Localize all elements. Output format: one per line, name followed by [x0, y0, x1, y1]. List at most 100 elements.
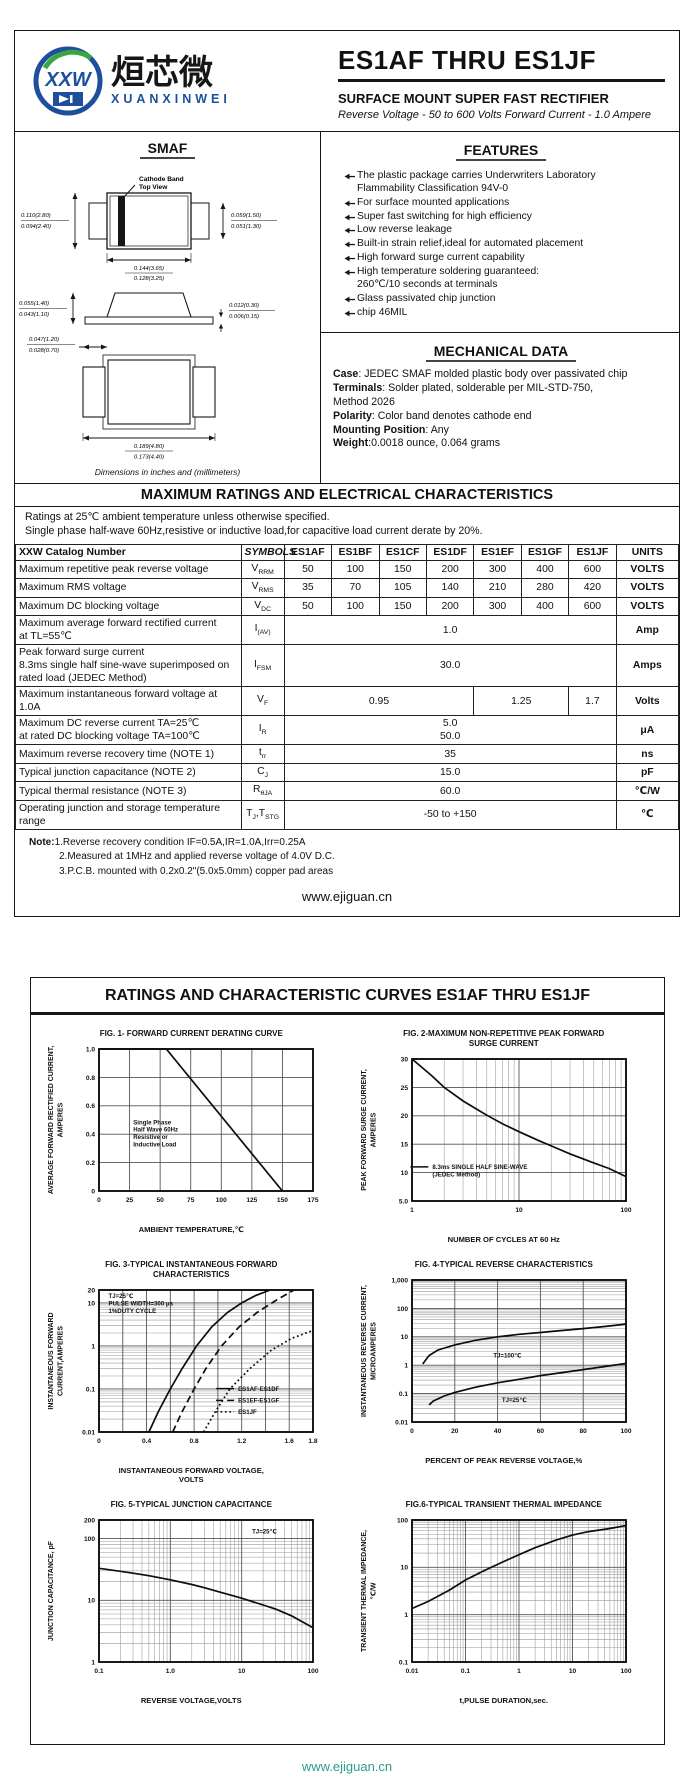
svg-text:10: 10 [88, 1301, 96, 1308]
feature-arrow-icon [344, 200, 355, 207]
svg-text:0.1: 0.1 [461, 1668, 470, 1675]
model-header: ES1CF [378, 543, 427, 561]
features-list: The plastic package carries Underwriters… [333, 169, 669, 320]
svg-text:0: 0 [97, 1197, 101, 1204]
svg-text:10: 10 [400, 1335, 408, 1342]
conditions-line-1: Ratings at 25℃ ambient temperature unles… [25, 511, 330, 523]
svg-text:10: 10 [400, 1565, 408, 1572]
mechanical-term: Weight [333, 437, 369, 450]
figure-3: FIG. 3-TYPICAL INSTANTANEOUS FORWARD CHA… [35, 1260, 348, 1484]
row-value: 400 [520, 559, 570, 580]
ratings-conditions: Ratings at 25℃ ambient temperature unles… [15, 507, 679, 544]
table-row: Maximum RMS voltage VRMS 35 70 105 140 210 280 4… [15, 578, 680, 598]
mechanical-line: Weight:0.0018 ounce, 0.064 grams [333, 437, 669, 451]
datasheet-page-2: RATINGS AND CHARACTERISTIC CURVES ES1AF … [30, 977, 665, 1746]
table-row: Maximum instantaneous forward voltage at… [15, 686, 680, 717]
svg-text:10: 10 [400, 1170, 408, 1177]
svg-text:0.059(1.50): 0.059(1.50) [231, 213, 261, 219]
fig3-title: FIG. 3-TYPICAL INSTANTANEOUS FORWARD CHA… [105, 1260, 278, 1280]
note-line: 3.P.C.B. mounted with 0.2x0.2"(5.0x5.0mm… [59, 865, 334, 877]
table-row: Maximum average forward rectified curren… [15, 615, 680, 646]
svg-text:75: 75 [187, 1197, 195, 1204]
mechanical-lines: Case: JEDEC SMAF molded plastic body ove… [333, 368, 669, 451]
row-symbol: VRMS [240, 578, 285, 598]
feature-arrow-icon [344, 228, 355, 234]
row-value: 100 [331, 559, 380, 580]
svg-text:1: 1 [404, 1363, 408, 1370]
svg-text:1,000: 1,000 [391, 1278, 408, 1285]
figure-4: FIG. 4-TYPICAL REVERSE CHARACTERISTICS 0 2… [348, 1260, 661, 1484]
svg-text:AMPERES: AMPERES [58, 1103, 65, 1138]
fig1-xlabel: AMBIENT TEMPERATURE,℃ [138, 1225, 244, 1235]
row-unit: VOLTS [615, 596, 680, 617]
svg-text:0.8: 0.8 [190, 1438, 199, 1445]
fig1-title: FIG. 1- FORWARD CURRENT DERATING CURVE [99, 1029, 283, 1039]
svg-text:0.173(4.40): 0.173(4.40) [134, 455, 164, 461]
fig3-annotation: ES1JF [238, 1410, 257, 1417]
svg-text:0.1: 0.1 [399, 1660, 408, 1667]
page-tagline: Reverse Voltage - 50 to 600 Volts Forwar… [338, 109, 652, 121]
svg-text:CURRENT,AMPERES: CURRENT,AMPERES [58, 1326, 65, 1396]
svg-text:20: 20 [88, 1288, 96, 1295]
row-value: 210 [473, 578, 522, 598]
row-label: Maximum reverse recovery time (NOTE 1) [15, 744, 242, 764]
fig4-plot: 0 20 40 60 80 100 0.01 0.1 1 10 100 1,000 INSTANTANE… [361, 1278, 632, 1436]
website-link[interactable]: www.ejiguan.cn [301, 889, 393, 905]
svg-text:1.6: 1.6 [285, 1438, 294, 1445]
row-symbol: IFSM [240, 644, 285, 688]
svg-text:0.01: 0.01 [82, 1430, 95, 1437]
svg-text:200: 200 [84, 1518, 95, 1525]
svg-text:0.01: 0.01 [405, 1668, 418, 1675]
svg-text:0.2: 0.2 [86, 1160, 95, 1167]
fig3-series-ES1EF-ES1GF [172, 1289, 295, 1433]
svg-text:AMPERES: AMPERES [370, 1113, 377, 1148]
svg-text:0.055(1.40): 0.055(1.40) [19, 301, 49, 307]
feature-arrow-icon [344, 296, 355, 303]
row-value: 50 [283, 596, 333, 617]
page-subtitle: SURFACE MOUNT SUPER FAST RECTIFIER [338, 91, 609, 106]
mechanical-value: : Any [425, 423, 449, 436]
row-value: 150 [378, 559, 427, 580]
row-value: -50 to +150 [283, 799, 617, 830]
feature-item: High forward surge current capability [343, 252, 669, 265]
charts-grid: FIG. 1- FORWARD CURRENT DERATING CURVE 0 2… [31, 1015, 664, 1715]
row-symbol: VF [240, 686, 285, 717]
fig3-series-ES1JF [203, 1330, 314, 1433]
table-header-row: XXW Catalog Number SYMBOLS ES1AF ES1BF ES1CF… [15, 543, 680, 561]
fig3-series-ES1AF-ES1DF [148, 1289, 271, 1433]
svg-text:1: 1 [92, 1660, 96, 1667]
cathode-band-callout: Cathode Band [139, 176, 184, 183]
figure-2: FIG. 2-MAXIMUM NON-REPETITIVE PEAK FORWA… [348, 1029, 661, 1244]
ratings-table: XXW Catalog Number SYMBOLS ES1AF ES1BF ES1CF… [15, 543, 680, 830]
feature-arrow-icon [344, 269, 355, 276]
feature-text: chip 46MIL [357, 306, 408, 318]
page1-content: SMAF Cathode Band Top View 0.110(2.80) 0… [15, 131, 679, 483]
mechanical-value: Method 2026 [333, 395, 395, 408]
svg-text:15: 15 [400, 1142, 408, 1149]
fig4-annotation: TJ=100℃ [493, 1353, 521, 1360]
website-link-page2[interactable]: www.ejiguan.cn [301, 1759, 393, 1775]
svg-text:1: 1 [92, 1344, 96, 1351]
fig2-annotation: (JEDEC Method) [432, 1172, 480, 1179]
mechanical-value: : Color band denotes cathode end [371, 409, 532, 422]
row-value: 140 [425, 578, 475, 598]
row-value: 200 [425, 596, 475, 617]
feature-text: Glass passivated chip junction [357, 292, 496, 304]
feature-item: The plastic package carries Underwriters… [343, 170, 669, 196]
row-symbol: CJ [240, 762, 285, 783]
row-value: 60.0 [283, 781, 617, 801]
svg-text:100: 100 [620, 1207, 631, 1214]
svg-text:1: 1 [404, 1612, 408, 1619]
feature-arrow-icon [344, 173, 355, 180]
feature-text: Super fast switching for high efficiency [357, 210, 532, 222]
mechanical-line: Terminals: Solder plated, solderable per… [333, 382, 669, 396]
svg-text:100: 100 [397, 1518, 408, 1525]
row-symbol: trr [240, 744, 285, 764]
svg-text:0.028(0.70): 0.028(0.70) [29, 348, 59, 354]
svg-text:25: 25 [400, 1085, 408, 1092]
svg-text:125: 125 [247, 1197, 258, 1204]
svg-text:0.110(2.80): 0.110(2.80) [21, 213, 51, 219]
row-label: Operating junction and storage temperatu… [15, 799, 242, 830]
svg-text:INSTANTANEOUS REVERSE CURRENT,: INSTANTANEOUS REVERSE CURRENT, [361, 1285, 368, 1417]
table-row: Typical thermal resistance (NOTE 3) RθJA 6… [15, 781, 680, 801]
